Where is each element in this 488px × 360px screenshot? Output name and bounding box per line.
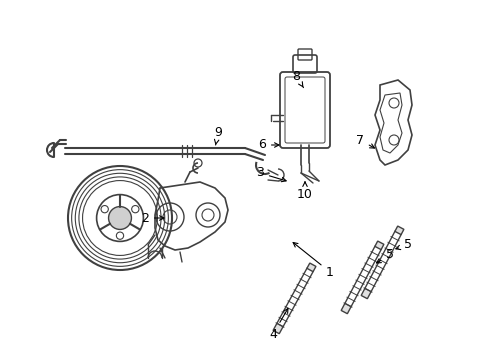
Text: 5: 5 <box>376 248 393 263</box>
Text: 5: 5 <box>395 238 411 252</box>
Polygon shape <box>374 241 383 249</box>
Text: 6: 6 <box>258 139 279 152</box>
Polygon shape <box>341 303 350 314</box>
Text: 7: 7 <box>355 134 374 148</box>
Circle shape <box>131 206 139 213</box>
Polygon shape <box>306 263 315 272</box>
Text: 8: 8 <box>291 69 303 87</box>
Polygon shape <box>394 226 403 235</box>
Text: 10: 10 <box>296 182 312 202</box>
Polygon shape <box>272 323 283 334</box>
Circle shape <box>116 232 123 239</box>
Text: 2: 2 <box>141 211 163 225</box>
Circle shape <box>101 206 108 213</box>
Polygon shape <box>361 288 370 299</box>
Text: 4: 4 <box>268 309 287 341</box>
Circle shape <box>108 207 131 229</box>
Text: 9: 9 <box>214 126 222 145</box>
Text: 1: 1 <box>292 243 333 279</box>
Text: 3: 3 <box>256 166 285 182</box>
